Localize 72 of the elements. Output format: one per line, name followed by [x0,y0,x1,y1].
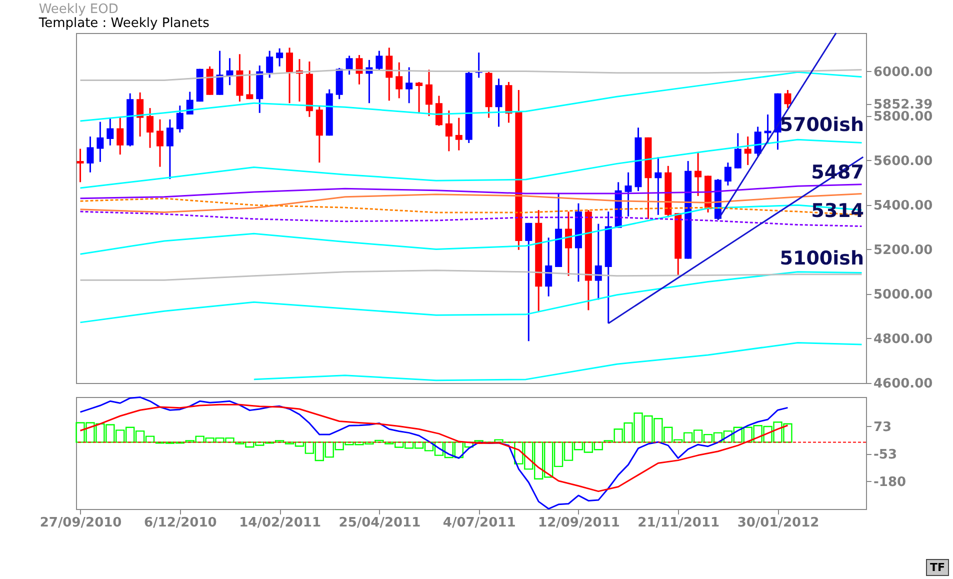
text: TF [926,559,949,576]
annotation: 5700ish [780,114,864,136]
candlestick [426,68,433,117]
candlestick [495,78,502,128]
candlestick [525,222,532,342]
candlestick [286,46,294,104]
y-tick-label: 5600.00 [874,154,933,169]
x-tick-label: 30/01/2012 [737,516,820,530]
line-series [80,184,862,200]
candlestick [386,46,393,102]
candlestick [266,50,274,78]
y-tick-label: 6000.00 [874,64,933,80]
y-tick-label: 4600.00 [874,376,933,392]
y-tick-label: 4800.00 [874,332,933,347]
candlestick [565,210,572,277]
candlestick [246,70,254,100]
candlestick [136,92,144,138]
x-tick-label: 12/09/2011 [538,516,620,530]
candlestick [475,52,482,78]
candlestick [784,89,792,109]
candlestick [396,62,403,99]
y-tick-label: 5800.00 [874,109,933,124]
candlestick [724,162,732,186]
candlestick [764,114,772,144]
candlestick [346,54,353,76]
candlestick [744,136,752,166]
candlestick [166,118,174,180]
line-series [80,138,862,189]
candlestick [734,132,742,170]
candlestick [406,66,413,104]
y-tick-label: -180 [874,474,906,490]
annotation: 5100ish [780,248,864,270]
candlestick [455,117,462,152]
candlestick [594,223,602,300]
candlestick [176,104,184,134]
y-tick-label: -53 [874,447,897,462]
line-series [80,396,788,510]
candlestick [376,50,383,70]
line-series [253,342,862,382]
chart-title: Weekly EOD [38,2,118,17]
x-tick-label: 6/12/2010 [144,516,217,530]
candlestick [146,107,154,149]
y-tick-label: 5200.00 [874,242,933,258]
candlestick [96,121,104,163]
candlestick [694,152,702,197]
y-tick-label: 73 [874,420,892,435]
bar [474,440,484,443]
candlestick [545,236,552,298]
candlestick [86,136,94,174]
candlestick [654,156,662,216]
candlestick [106,118,114,146]
candlestick [445,110,452,152]
x-tick-label: 27/09/2010 [40,516,122,530]
candlestick [216,50,224,96]
candlestick [624,172,632,218]
x-tick-label: 4/07/2011 [442,516,516,530]
y-tick-label: 5400.00 [874,198,933,214]
candlestick [76,148,84,183]
candlestick [156,118,164,168]
candlestick [754,126,762,157]
y-tick-label: 5000.00 [874,287,933,302]
x-tick-label: 14/02/2011 [239,516,321,530]
chart-subtitle: Template : Weekly Planets [38,16,210,31]
candlestick [276,48,284,68]
x-tick-label: 21/11/2011 [638,516,720,530]
candlestick [116,116,124,156]
x-tick-label: 25/04/2011 [338,516,421,530]
line-series [80,270,862,281]
candlestick [356,54,363,86]
candlestick [435,95,442,127]
candlestick [416,81,423,114]
line-series [80,271,862,324]
